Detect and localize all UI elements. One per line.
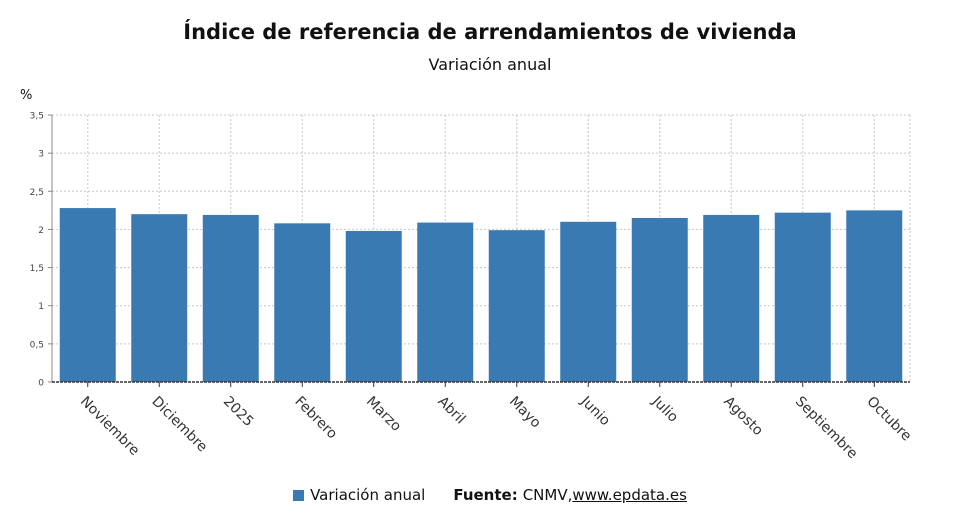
- bar-chart: 0 0,5 1 1,5 2 2,5 3 3,5 Noviembre Diciembre 2025 Fe…: [30, 112, 915, 463]
- bar: [703, 214, 760, 382]
- x-tick-label: Septiembre: [792, 394, 861, 463]
- bar: [202, 214, 259, 382]
- chart-footer: Variación anual Fuente: CNMV, www.epdata…: [0, 486, 980, 504]
- bar: [345, 230, 402, 382]
- y-tick-label: 1: [38, 302, 44, 312]
- y-tick-label: 3,5: [30, 112, 44, 122]
- chart-subtitle: Variación anual: [428, 55, 552, 74]
- bar: [631, 217, 688, 382]
- bar: [131, 214, 188, 382]
- x-tick-label: Noviembre: [77, 394, 142, 459]
- y-tick-label: 2: [38, 226, 44, 236]
- source-link[interactable]: www.epdata.es: [572, 486, 687, 504]
- x-tick-label: Marzo: [363, 394, 404, 435]
- y-tick-label: 3: [38, 150, 44, 160]
- x-tick-label: Febrero: [291, 394, 340, 443]
- legend-label: Variación anual: [310, 486, 426, 504]
- x-tick-label: 2025: [220, 394, 257, 431]
- bar: [488, 230, 545, 382]
- bar: [846, 210, 903, 382]
- bar: [774, 212, 831, 382]
- x-tick-label: Diciembre: [148, 394, 210, 456]
- bar: [417, 222, 474, 382]
- y-tick-label: 0,5: [30, 340, 44, 350]
- x-tick-label: Abril: [434, 394, 468, 428]
- y-tick-label: 0: [38, 379, 44, 389]
- bar: [59, 208, 116, 382]
- x-tick-label: Junio: [577, 393, 613, 429]
- chart-title: Índice de referencia de arrendamientos d…: [183, 20, 797, 44]
- source-text: CNMV,: [522, 486, 573, 504]
- x-tick-label: Mayo: [506, 394, 544, 432]
- legend[interactable]: Variación anual: [293, 486, 425, 504]
- x-tick-label: Julio: [648, 393, 681, 426]
- x-tick-label: Octubre: [863, 394, 914, 445]
- source-label: Fuente:: [453, 486, 518, 504]
- bar: [560, 221, 617, 382]
- y-axis-unit: %: [20, 88, 33, 103]
- y-tick-label: 1,5: [30, 264, 44, 274]
- y-tick-label: 2,5: [30, 188, 44, 198]
- bar: [274, 223, 331, 382]
- x-tick-label: Agosto: [720, 394, 766, 440]
- legend-swatch: [293, 489, 305, 501]
